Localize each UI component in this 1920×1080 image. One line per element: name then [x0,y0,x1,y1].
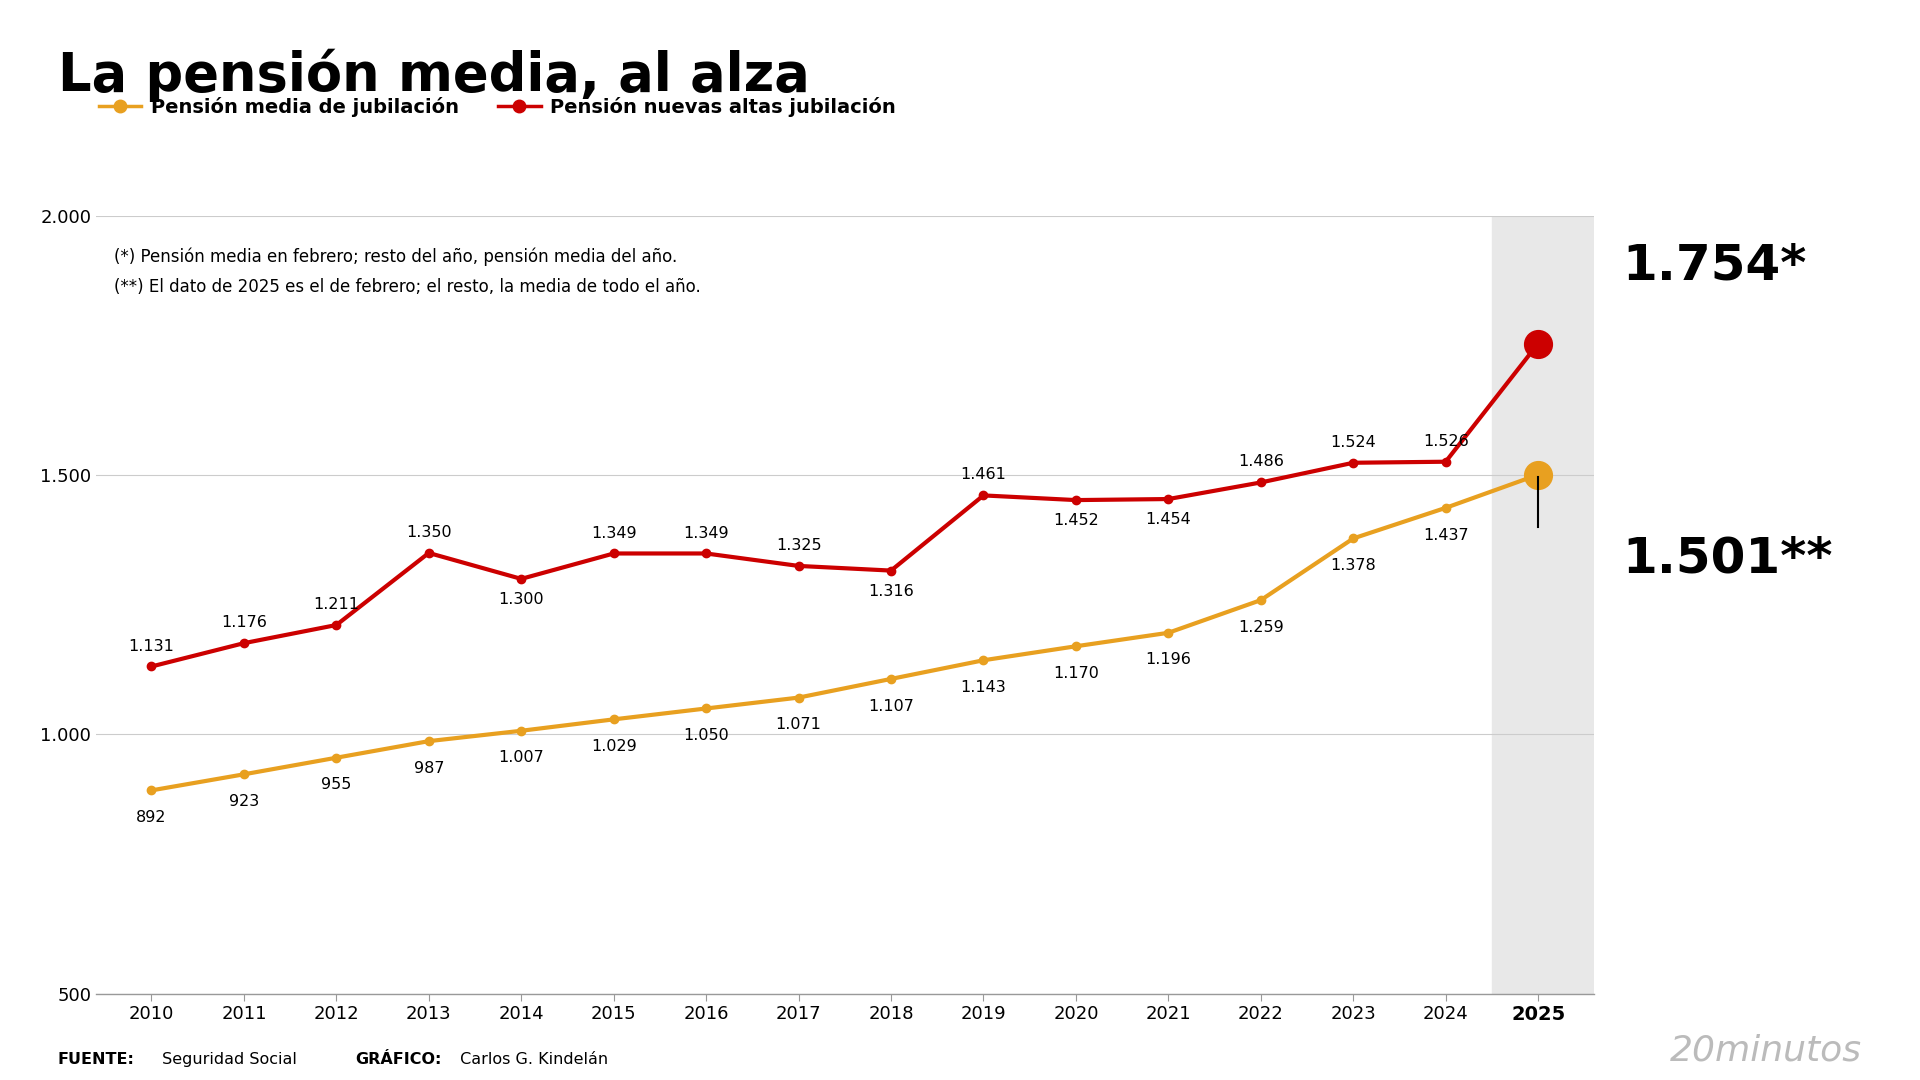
Text: 1.378: 1.378 [1331,558,1377,573]
Text: 1.143: 1.143 [960,680,1006,694]
Text: (**) El dato de 2025 es el de febrero; el resto, la media de todo el año.: (**) El dato de 2025 es el de febrero; e… [115,279,701,296]
Text: Carlos G. Kindelán: Carlos G. Kindelán [455,1052,609,1067]
Bar [1492,216,1594,994]
Text: 1.454: 1.454 [1146,512,1190,527]
Text: 20minutos: 20minutos [1670,1034,1862,1067]
Text: La pensión media, al alza: La pensión media, al alza [58,49,810,102]
Text: 987: 987 [413,760,444,775]
Text: 1.754*: 1.754* [1622,242,1807,289]
Text: 1.486: 1.486 [1238,455,1284,470]
Text: 1.349: 1.349 [591,526,637,540]
Text: 1.131: 1.131 [129,638,175,653]
Text: 1.170: 1.170 [1052,666,1098,681]
Text: 1.461: 1.461 [960,468,1006,483]
Text: 1.007: 1.007 [499,751,543,766]
Text: 892: 892 [136,810,167,825]
Text: 1.524: 1.524 [1331,435,1377,449]
Text: 1.350: 1.350 [405,525,451,540]
Text: 1.196: 1.196 [1146,652,1190,667]
Text: 1.176: 1.176 [221,616,267,631]
Text: 1.316: 1.316 [868,583,914,598]
Text: 1.501**: 1.501** [1622,535,1834,583]
Text: 1.437: 1.437 [1423,527,1469,542]
Text: 1.526: 1.526 [1423,434,1469,449]
Text: 1.259: 1.259 [1238,620,1284,635]
Text: (*) Pensión media en febrero; resto del año, pensión media del año.: (*) Pensión media en febrero; resto del … [115,247,678,266]
Text: FUENTE:: FUENTE: [58,1052,134,1067]
Text: GRÁFICO:: GRÁFICO: [355,1052,442,1067]
Text: 1.452: 1.452 [1052,513,1098,528]
Text: 1.325: 1.325 [776,538,822,553]
Text: 923: 923 [228,794,259,809]
Text: Seguridad Social: Seguridad Social [157,1052,298,1067]
Text: 1.107: 1.107 [868,699,914,714]
Text: 955: 955 [321,778,351,793]
Text: 1.211: 1.211 [313,597,359,612]
Text: 1.071: 1.071 [776,717,822,732]
Text: 1.029: 1.029 [591,739,637,754]
Text: 1.300: 1.300 [499,592,543,607]
Text: 1.349: 1.349 [684,526,730,540]
Text: 1.050: 1.050 [684,728,730,743]
Legend: Pensión media de jubilación, Pensión nuevas altas jubilación: Pensión media de jubilación, Pensión nue… [90,90,904,125]
